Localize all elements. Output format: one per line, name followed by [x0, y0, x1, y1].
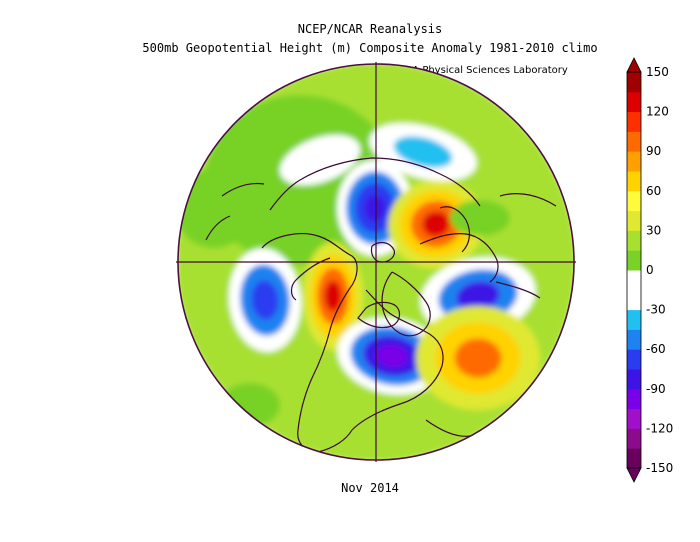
coastline-path: [419, 233, 499, 283]
coastline-path: [351, 289, 444, 431]
colorbar-tick-label: 0: [646, 263, 654, 277]
date-label: Nov 2014: [341, 481, 399, 495]
colorbar-tick-label: 120: [646, 105, 669, 119]
title-line-2: 500mb Geopotential Height (m) Composite …: [142, 41, 598, 55]
colorbar-segment: [627, 270, 641, 291]
anomaly-contour: [450, 200, 510, 236]
colorbar-tick-label: -90: [646, 382, 666, 396]
colorbar-segment: [627, 230, 641, 251]
coastline-path: [495, 281, 541, 299]
colorbar-segment: [627, 250, 641, 271]
colorbar-tick-label: 60: [646, 184, 661, 198]
map-boundary-circle: [177, 63, 575, 461]
colorbar-tick-label: 30: [646, 223, 661, 237]
coastline-path: [357, 301, 401, 329]
colorbar-segment: [627, 111, 641, 132]
coastline-path: [205, 215, 231, 241]
coastline-path: [499, 193, 557, 207]
anomaly-contour: [364, 194, 386, 222]
colorbar-segment: [627, 428, 641, 449]
colorbar-tick-label: -150: [646, 461, 673, 475]
anomaly-contour: [279, 134, 361, 186]
colorbar-segment: [627, 309, 641, 330]
anomaly-contour: [393, 136, 453, 168]
colorbar-frame: [626, 71, 642, 469]
colorbar-tick-label: 150: [646, 65, 669, 79]
colorbar-segment: [627, 72, 641, 93]
colorbar-segment: [627, 448, 641, 469]
colorbar-segment: [627, 91, 641, 113]
anomaly-contour: [454, 338, 502, 378]
colorbar-bottom-arrow: [626, 467, 642, 483]
coastline-path: [221, 182, 265, 197]
anomaly-contour: [422, 211, 450, 237]
colorbar-top-arrow: [626, 57, 642, 73]
anomaly-contour: [456, 281, 500, 311]
colorbar-tick-label: -120: [646, 421, 673, 435]
colorbar-tick-label: -30: [646, 303, 666, 317]
coastline-path: [269, 179, 301, 211]
colorbar-segment: [627, 151, 641, 172]
colorbar-segment: [627, 388, 641, 410]
colorbar-tick-label: -60: [646, 342, 666, 356]
colorbar-segment: [627, 210, 641, 231]
colorbar-tick-label: 90: [646, 144, 661, 158]
coastline-path: [370, 241, 395, 263]
colorbar-segment: [627, 408, 641, 429]
anomaly-contour: [178, 168, 254, 248]
coastline-path: [299, 157, 481, 207]
colorbar-segment: [627, 289, 641, 311]
colorbar-segment: [627, 171, 641, 192]
credit-label: NOAA Physical Sciences Laboratory: [390, 65, 568, 76]
coastline-path: [381, 271, 431, 337]
colorbar-segment: [627, 190, 641, 212]
title-line-1: NCEP/NCAR Reanalysis: [297, 22, 443, 36]
colorbar-segment: [627, 329, 641, 350]
coastline-path: [439, 206, 471, 253]
colorbar-segment: [627, 349, 641, 370]
anomaly-contour: [376, 344, 408, 368]
anomaly-contour: [251, 280, 279, 320]
colorbar-segment: [627, 369, 641, 390]
colorbar-segment: [627, 131, 641, 152]
coastline-path: [425, 419, 471, 437]
anomaly-contour: [324, 280, 342, 312]
